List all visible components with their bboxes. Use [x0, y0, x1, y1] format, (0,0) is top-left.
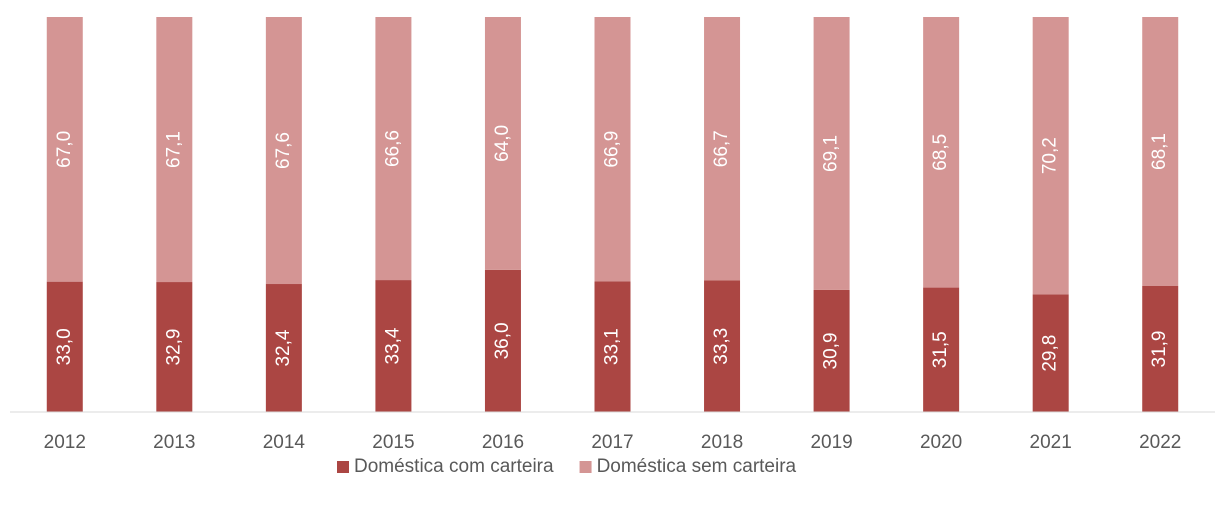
- bar-segment: [923, 17, 960, 288]
- x-tick-label: 2021: [1030, 432, 1072, 453]
- value-label: 69,1: [821, 135, 842, 172]
- x-tick-label: 2016: [482, 432, 524, 453]
- bar-segment: [375, 17, 412, 281]
- x-tick-label: 2015: [372, 432, 414, 453]
- bar-segment: [813, 17, 850, 290]
- value-label: 31,9: [1149, 331, 1170, 368]
- value-label: 31,5: [930, 331, 951, 368]
- bar-segment: [375, 280, 412, 412]
- value-label: 64,0: [492, 125, 513, 162]
- bar-segment: [156, 282, 193, 412]
- x-tick-label: 2013: [153, 432, 195, 453]
- bar-segment: [594, 17, 631, 282]
- x-tick-label: 2012: [44, 432, 86, 453]
- value-label: 67,1: [163, 131, 184, 168]
- bar-segment: [265, 284, 302, 412]
- bar-segment: [1032, 17, 1069, 295]
- value-label: 29,8: [1040, 335, 1061, 372]
- bar-segment: [704, 280, 741, 412]
- value-label: 70,2: [1040, 137, 1061, 174]
- value-label: 33,0: [54, 328, 75, 365]
- value-label: 66,7: [711, 130, 732, 167]
- legend-swatch: [579, 461, 592, 473]
- bar-segment: [46, 17, 83, 282]
- value-label: 32,4: [273, 329, 294, 366]
- bar-segment: [484, 17, 521, 270]
- bar-segment: [484, 269, 521, 412]
- legend-label: Doméstica sem carteira: [597, 456, 797, 477]
- value-label: 33,4: [382, 327, 403, 364]
- bar-segment: [813, 289, 850, 412]
- value-label: 68,1: [1149, 133, 1170, 170]
- bar-segment: [46, 281, 83, 412]
- bar-segment: [156, 17, 193, 283]
- bar-segment: [1142, 17, 1179, 286]
- value-label: 67,0: [54, 131, 75, 168]
- value-label: 32,9: [163, 329, 184, 366]
- x-tick-label: 2017: [591, 432, 633, 453]
- value-label: 36,0: [492, 322, 513, 359]
- bar-segment: [1032, 294, 1069, 412]
- legend-label: Doméstica com carteira: [354, 456, 554, 477]
- x-tick-label: 2014: [263, 432, 306, 453]
- bar-segment: [923, 287, 960, 412]
- x-tick-label: 2022: [1139, 432, 1181, 453]
- value-label: 33,3: [711, 328, 732, 365]
- value-label: 33,1: [602, 328, 623, 365]
- legend-swatch: [337, 461, 349, 473]
- bar-segment: [594, 281, 631, 412]
- x-tick-label: 2018: [701, 432, 743, 453]
- value-label: 68,5: [930, 134, 951, 171]
- value-label: 67,6: [273, 132, 294, 169]
- x-tick-label: 2019: [810, 432, 852, 453]
- bar-segment: [704, 17, 741, 281]
- value-label: 66,6: [382, 130, 403, 167]
- value-label: 30,9: [821, 332, 842, 369]
- x-tick-label: 2020: [920, 432, 962, 453]
- bar-segment: [265, 17, 302, 285]
- value-label: 66,9: [602, 131, 623, 168]
- bar-segment: [1142, 285, 1179, 412]
